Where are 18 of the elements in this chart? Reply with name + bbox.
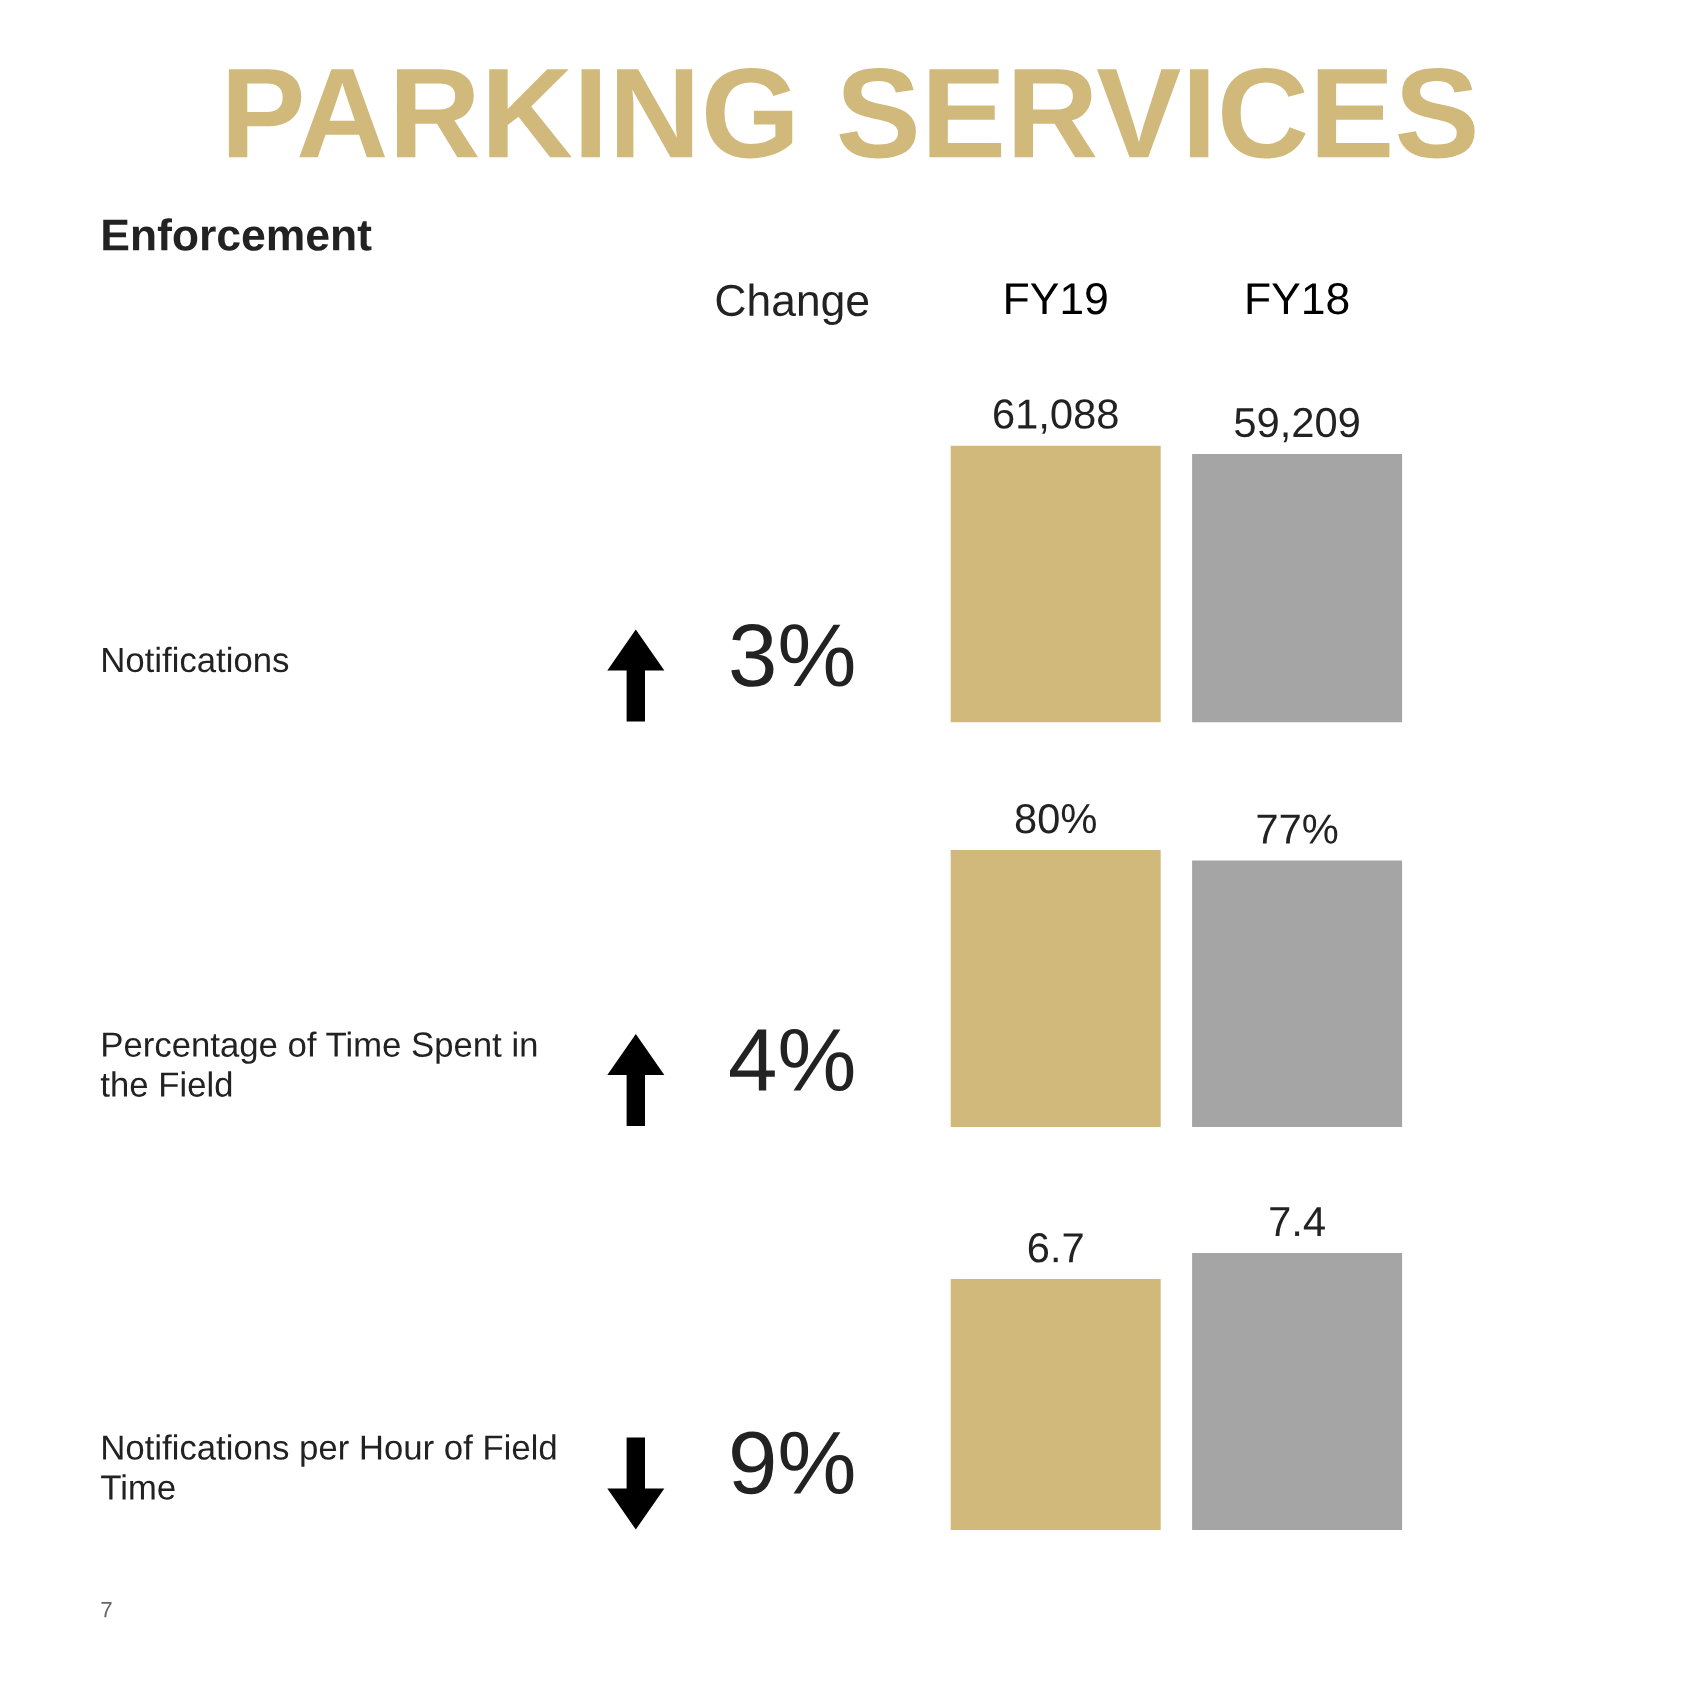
text: PARKING SERVICES (228, 67, 1475, 159)
x-tick-label: FY18 (1247, 282, 1349, 315)
data-label: 6.7 (1028, 1233, 1083, 1263)
data-label: 61,088 (994, 399, 1118, 434)
data-label: 59,209 (1235, 407, 1359, 443)
text: 7 (101, 1602, 112, 1618)
text: Enforcement (103, 218, 372, 251)
text: 9% (732, 1431, 854, 1495)
x-tick-label: FY19 (1006, 282, 1107, 315)
y-axis-title: Notifications (103, 646, 289, 673)
data-label: 80% (1015, 803, 1096, 834)
data-label: 77% (1257, 814, 1338, 844)
text: 3% (731, 623, 854, 687)
y-axis-title: Notifications per Hour of Field Time (101, 1434, 556, 1500)
y-axis-title: Percentage of Time Spent in the Field (100, 1031, 537, 1097)
data-label: 7.4 (1270, 1207, 1325, 1236)
text: 4% (730, 1028, 854, 1092)
text: Change (716, 283, 869, 326)
